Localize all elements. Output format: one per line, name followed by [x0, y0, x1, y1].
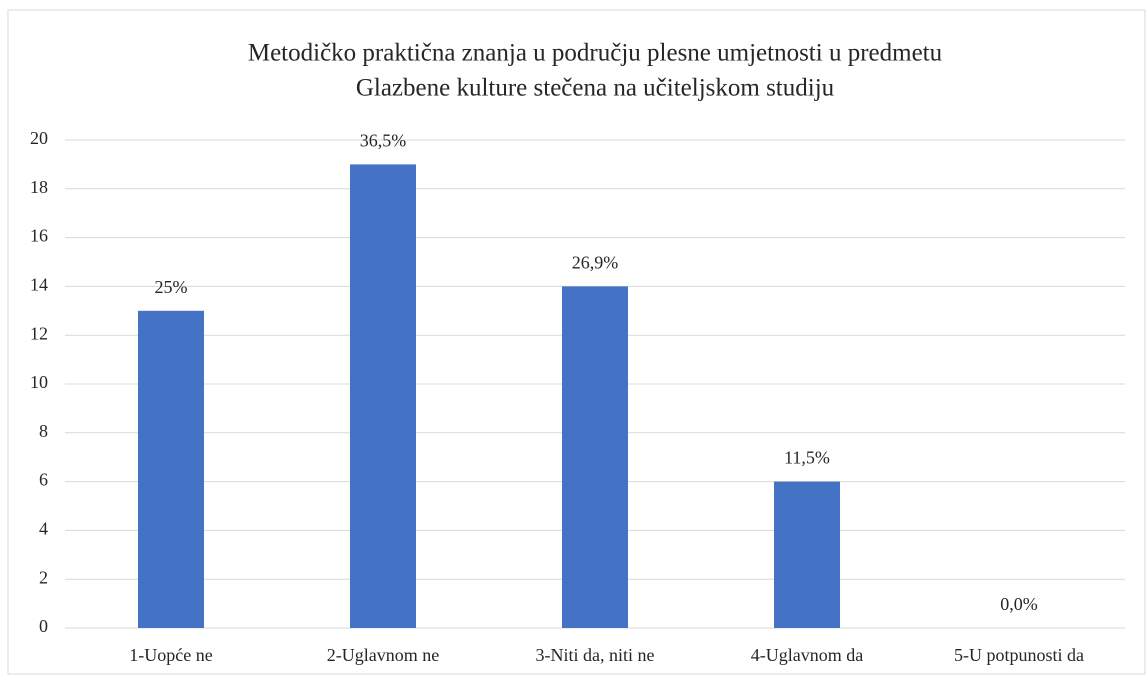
y-tick-label: 2: [39, 567, 48, 587]
bar: [562, 286, 628, 628]
x-tick-label: 3-Niti da, niti ne: [536, 645, 655, 665]
y-tick-label: 8: [39, 421, 48, 441]
bar: [350, 164, 416, 628]
y-tick-label: 16: [30, 226, 48, 246]
x-tick-label: 1-Uopće ne: [129, 645, 212, 665]
data-label: 25%: [155, 277, 188, 297]
y-tick-label: 14: [30, 275, 48, 295]
chart-title: Metodičko praktična znanja u području pl…: [248, 40, 943, 67]
data-label: 0,0%: [1000, 594, 1038, 614]
data-label: 26,9%: [572, 253, 619, 273]
x-tick-label: 2-Uglavnom ne: [327, 645, 439, 665]
data-label: 36,5%: [360, 131, 407, 151]
bar: [138, 310, 204, 628]
bar: [774, 481, 840, 628]
y-tick-label: 10: [30, 372, 48, 392]
y-tick-label: 0: [39, 616, 48, 636]
x-tick-label: 4-Uglavnom da: [751, 645, 863, 665]
x-tick-label: 5-U potpunosti da: [954, 645, 1084, 665]
y-tick-label: 20: [30, 128, 48, 148]
chart-title: Glazbene kulture stečena na učiteljskom …: [356, 75, 835, 102]
y-tick-label: 18: [30, 177, 48, 197]
y-tick-label: 12: [30, 323, 48, 343]
y-tick-label: 6: [39, 470, 48, 490]
data-label: 11,5%: [784, 448, 830, 468]
y-tick-label: 4: [39, 519, 48, 539]
